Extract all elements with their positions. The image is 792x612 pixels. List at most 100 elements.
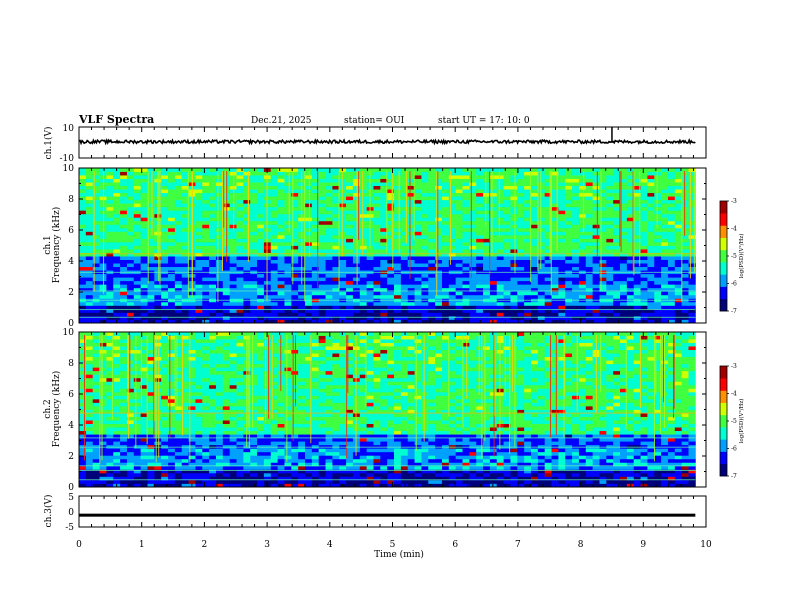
ch2-spec-cell	[688, 483, 696, 488]
ch1-spec-cell	[161, 291, 169, 296]
ch1-spec-cell	[455, 241, 463, 246]
ch2-spec-cell	[79, 455, 87, 460]
ch2-spec-cell	[537, 469, 546, 474]
ch1-spec-cell	[537, 266, 546, 271]
ch2-spec-cell	[592, 476, 600, 481]
ch1-spec-cell	[606, 259, 614, 264]
ch1-spec-cell	[318, 231, 326, 236]
ch1-spec-cell	[626, 227, 635, 232]
ch1-spec-cell	[277, 259, 285, 264]
ch2-spec-cell	[243, 465, 251, 470]
ch1-spec-cell	[202, 189, 210, 194]
ch1-spec-cell	[613, 273, 621, 278]
ch2-spec-cell	[263, 458, 272, 463]
ch1-spec-cell	[195, 308, 203, 313]
ch2-spec-cell	[243, 479, 251, 484]
ch2-spec-cell	[400, 476, 409, 481]
ch1-spec-cell	[469, 171, 477, 176]
ch1-spec-cell	[613, 256, 621, 260]
ch1-spec-cell	[613, 252, 621, 257]
ch1-spec-cell	[284, 182, 292, 187]
ch1-spec-cell	[626, 231, 635, 236]
ch2-spec-cell	[318, 483, 326, 488]
ch1-spec-cell	[133, 245, 142, 250]
ch1-spec-cell	[257, 238, 265, 243]
ch1-spec-cell	[380, 168, 388, 172]
ch1-spec-cell	[681, 171, 689, 176]
ch2-spec-cell	[524, 483, 532, 488]
ch1-spec-cell	[222, 280, 231, 285]
ch1-spec-cell	[661, 305, 669, 310]
ch1-spec-cell	[462, 196, 470, 201]
ch1-spec-cell	[243, 280, 251, 285]
ch1-spec-cell	[366, 280, 374, 285]
ch1-spec-cell	[640, 287, 648, 292]
ch1-spec-cell	[133, 259, 142, 264]
ch1-spec-cell	[92, 280, 100, 285]
ch1-spec-cell	[599, 199, 607, 204]
ch1-spec-cell	[558, 259, 566, 264]
ch2-spec-cell	[503, 483, 511, 488]
ch1-spec-cell	[79, 245, 87, 250]
ch1-spec-cell	[181, 227, 189, 232]
ch1-spec-cell	[572, 252, 580, 257]
ch1-spec-cell	[633, 185, 641, 190]
ch1-spec-cell	[476, 203, 484, 208]
ch1-spec-cell	[517, 227, 525, 232]
ch2-spec-cell	[537, 483, 546, 488]
ch1-spec-cell	[161, 185, 169, 190]
ch1-spec-cell	[537, 185, 546, 190]
ch1-spec-cell	[483, 224, 491, 229]
ch1-spec-cell	[332, 171, 340, 176]
ch2-spec-cell	[544, 483, 552, 488]
ch1-spec-cell	[373, 227, 381, 232]
ch2-spec-cell	[140, 458, 148, 463]
ch1-spec-cell	[92, 234, 100, 239]
ch1-spec-cell	[380, 192, 388, 197]
ch1-spec-cell	[263, 312, 272, 317]
ch1-spec-cell	[79, 203, 87, 208]
ch1-spec-cell	[168, 252, 176, 257]
ch1-spec-cell	[126, 287, 135, 292]
ch1-spec-cell	[359, 249, 368, 253]
ch1-spec-cell	[318, 280, 326, 285]
ch1-spec-cell	[209, 319, 217, 324]
ch1-spec-cell	[106, 227, 114, 232]
ch1-spec-cell	[215, 301, 224, 306]
ch1-spec-cell	[387, 245, 395, 250]
ch1-spec-cell	[462, 220, 470, 225]
ch2-spec-cell	[133, 451, 142, 456]
ch2-spec-cell	[243, 476, 251, 481]
ch2-spec-cell	[215, 472, 224, 477]
ch1-spec-cell	[489, 220, 498, 225]
ch2-spec-cell	[667, 469, 676, 474]
ch2-spec-cell	[229, 465, 237, 470]
ch1-spec-cell	[503, 189, 511, 194]
ch1-spec-cell	[161, 182, 169, 187]
ch2-spec-cell	[592, 458, 600, 463]
ch1-spec-cell	[435, 308, 443, 313]
ch1-spec-cell	[126, 231, 135, 236]
ch1-spec-cell	[147, 287, 155, 292]
ch1-spec-cell	[352, 241, 361, 246]
ch1-spec-cell	[236, 277, 244, 282]
ch1-spec-cell	[229, 319, 237, 324]
ch2-spec-cell	[613, 469, 621, 474]
ch1-spec-cell	[599, 213, 607, 218]
ch1-spec-cell	[469, 192, 477, 197]
ch1-spec-cell	[421, 192, 429, 197]
ch1-spec-cell	[647, 234, 655, 239]
ch1-spec-cell	[168, 213, 176, 218]
ch1-spec-cell	[592, 259, 600, 264]
ch2-spec-cell	[126, 472, 135, 477]
ch2-spec-cell	[647, 479, 655, 484]
ch1-spec-cell	[195, 175, 203, 179]
ch1-spec-cell	[181, 210, 189, 215]
ch1-spec-cell	[304, 206, 313, 211]
ch1-spec-cell	[674, 241, 683, 246]
ch1-spec-cell	[195, 277, 203, 282]
ch1-spec-cell	[483, 263, 491, 268]
ch1-spec-cell	[510, 238, 518, 243]
ch2-spec-cell	[311, 479, 320, 484]
ch2-spec-cell	[462, 472, 470, 477]
